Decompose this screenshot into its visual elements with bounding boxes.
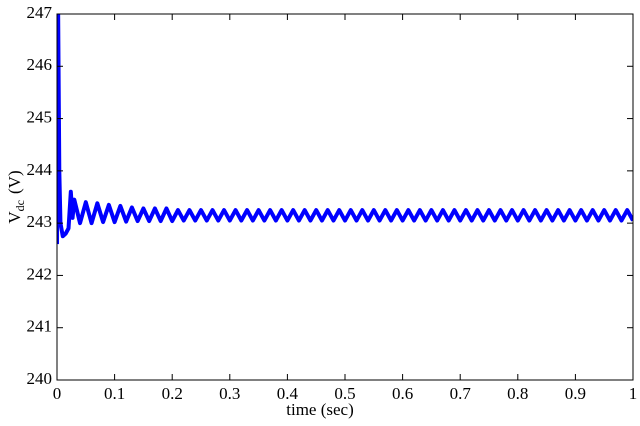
x-tick-label: 0.8: [507, 384, 528, 403]
y-label-unit: (V): [5, 170, 24, 194]
x-tick-label: 0.7: [450, 384, 472, 403]
y-tick-label: 246: [27, 55, 53, 74]
x-tick-label: 0.4: [277, 384, 299, 403]
y-tick-label: 241: [27, 317, 53, 336]
y-label-subscript: dc: [13, 200, 27, 211]
y-axis-label: Vdc (V): [5, 170, 27, 223]
x-tick-label: 0.1: [104, 384, 125, 403]
y-tick-label: 247: [27, 3, 53, 22]
y-tick-label: 243: [27, 212, 53, 231]
x-tick-label: 0: [53, 384, 62, 403]
x-tick-label: 0.5: [334, 384, 355, 403]
x-tick-label: 0.3: [219, 384, 240, 403]
x-tick-label: 0.9: [565, 384, 586, 403]
y-tick-label: 240: [27, 369, 53, 388]
y-label-main: V: [5, 211, 24, 224]
x-tick-label: 0.2: [162, 384, 183, 403]
y-tick-label: 242: [27, 264, 53, 283]
x-tick-label: 1: [629, 384, 638, 403]
data-line: [57, 14, 633, 245]
y-tick-label: 244: [27, 160, 53, 179]
plot-frame: [56, 13, 634, 381]
x-tick-label: 0.6: [392, 384, 413, 403]
y-tick-label: 245: [27, 107, 53, 126]
x-axis-label: time (sec): [286, 400, 354, 419]
